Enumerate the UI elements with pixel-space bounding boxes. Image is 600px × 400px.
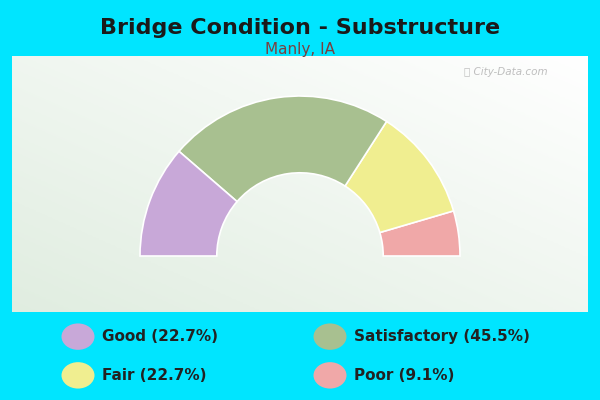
Text: Manly, IA: Manly, IA — [265, 42, 335, 57]
Text: Good (22.7%): Good (22.7%) — [102, 329, 218, 344]
Text: Ⓜ City-Data.com: Ⓜ City-Data.com — [464, 67, 548, 77]
Wedge shape — [140, 151, 237, 256]
Ellipse shape — [314, 362, 347, 388]
Wedge shape — [179, 96, 386, 202]
Text: Bridge Condition - Substructure: Bridge Condition - Substructure — [100, 18, 500, 38]
Ellipse shape — [314, 324, 347, 350]
Text: Fair (22.7%): Fair (22.7%) — [102, 368, 206, 383]
Text: Satisfactory (45.5%): Satisfactory (45.5%) — [354, 329, 530, 344]
Ellipse shape — [62, 362, 95, 388]
Text: Poor (9.1%): Poor (9.1%) — [354, 368, 454, 383]
Wedge shape — [345, 122, 454, 232]
Ellipse shape — [62, 324, 95, 350]
Wedge shape — [380, 211, 460, 256]
